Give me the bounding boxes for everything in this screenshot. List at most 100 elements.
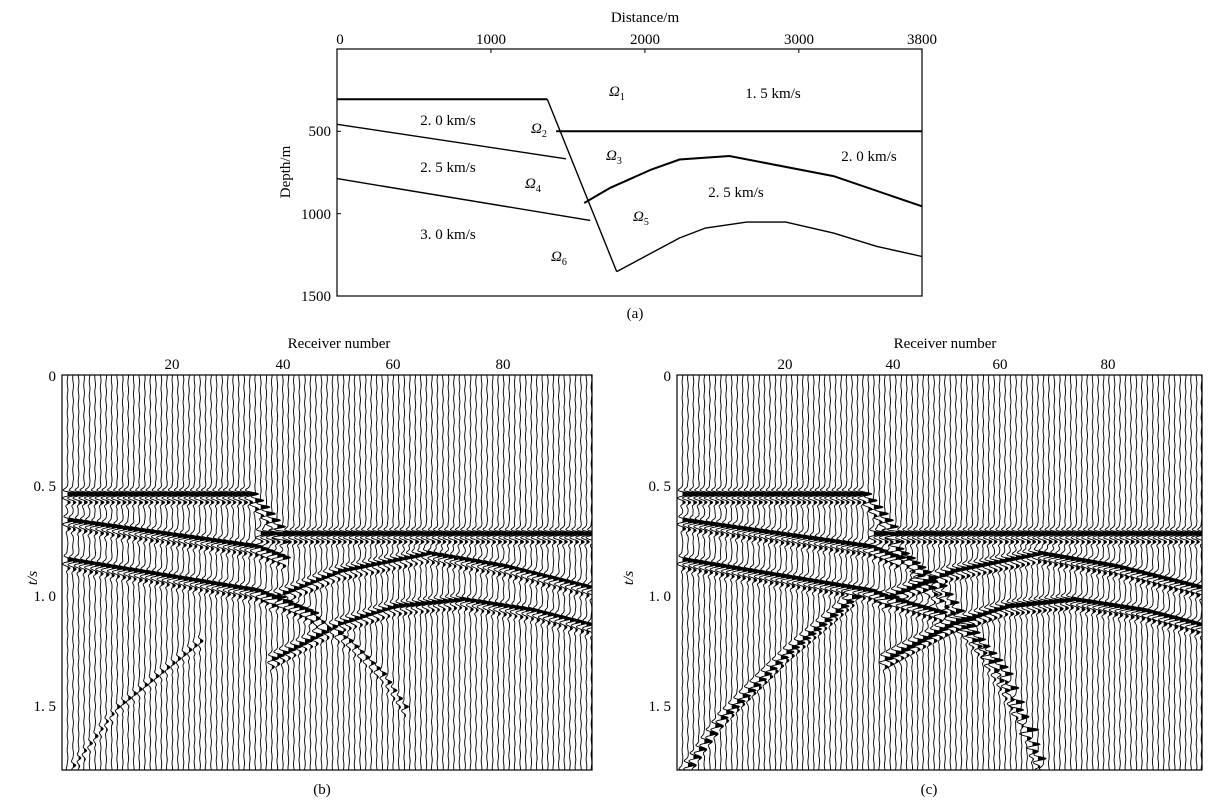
- y-tick-label: 1. 5: [649, 699, 672, 715]
- trace-wiggle: [232, 375, 249, 770]
- seismic-trace: [1059, 375, 1076, 770]
- trace-wiggle: [210, 375, 227, 770]
- seismic-trace: [1015, 375, 1032, 770]
- panel-caption-b: (b): [313, 782, 331, 798]
- seismic-section-b: Receiver number 20 40 60 80 0 0. 5 1. 0 …: [25, 336, 593, 798]
- trace-wiggle: [884, 375, 911, 770]
- trace-wiggle: [1168, 375, 1185, 770]
- seismic-trace: [105, 375, 122, 770]
- trace-positive-fill: [841, 375, 850, 770]
- trace-wiggle: [1157, 375, 1174, 770]
- seismic-trace: [447, 375, 464, 770]
- trace-wiggle: [498, 375, 514, 770]
- trace-positive-fill: [205, 375, 214, 770]
- trace-wiggle: [536, 375, 552, 770]
- trace-positive-fill: [271, 375, 287, 770]
- trace-wiggle: [227, 375, 243, 770]
- trace-wiggle: [133, 375, 149, 770]
- x-tick-label: 1000: [476, 32, 506, 48]
- trace-wiggle: [703, 375, 720, 770]
- seismic-trace: [1069, 375, 1087, 770]
- seismic-trace: [83, 375, 100, 770]
- trace-positive-fill: [1059, 375, 1069, 770]
- seismic-trace: [980, 375, 998, 770]
- trace-positive-fill: [709, 375, 719, 770]
- seismic-trace: [315, 375, 332, 770]
- seismic-trace: [304, 375, 320, 770]
- trace-wiggle: [1152, 375, 1169, 770]
- trace-wiggle: [802, 375, 819, 770]
- trace-wiggle: [409, 375, 425, 770]
- seismic-trace: [949, 375, 977, 770]
- seismic-trace: [894, 375, 911, 770]
- y-tick-label: 0: [664, 369, 672, 385]
- trace-positive-fill: [144, 375, 154, 770]
- trace-wiggle: [166, 375, 183, 770]
- seismic-trace: [481, 375, 497, 770]
- trace-wiggle: [503, 375, 520, 770]
- trace-positive-fill: [983, 375, 993, 770]
- trace-wiggle: [873, 375, 890, 770]
- trace-positive-fill: [393, 375, 402, 770]
- trace-wiggle: [1004, 375, 1021, 770]
- y-tick-label: 1. 5: [34, 699, 57, 715]
- velocity-label: 1. 5 km/s: [745, 86, 801, 102]
- trace-wiggle: [965, 375, 983, 770]
- trace-positive-fill: [1174, 375, 1184, 770]
- seismic-trace: [262, 375, 287, 770]
- trace-positive-fill: [89, 375, 99, 770]
- trace-wiggle: [552, 375, 568, 770]
- seismic-trace: [166, 375, 183, 770]
- seismic-trace: [442, 375, 459, 770]
- seismic-trace: [342, 375, 359, 770]
- seismic-trace: [188, 375, 205, 770]
- trace-positive-fill: [360, 375, 369, 770]
- trace-wiggle: [387, 375, 403, 770]
- seismic-trace: [78, 375, 94, 770]
- trace-positive-fill: [172, 375, 182, 770]
- seismic-trace: [470, 375, 486, 770]
- seismic-trace: [824, 375, 840, 770]
- seismic-trace: [835, 375, 851, 770]
- trace-positive-fill: [1163, 375, 1173, 770]
- seismic-trace: [874, 375, 900, 770]
- seismic-trace: [857, 375, 873, 770]
- seismic-trace: [1064, 375, 1081, 770]
- trace-wiggle: [1059, 375, 1076, 770]
- seismic-trace: [94, 375, 110, 770]
- region-label-omega2: Ω2: [531, 121, 547, 140]
- velocity-label: 2. 0 km/s: [841, 149, 897, 165]
- seismic-trace: [1113, 375, 1130, 770]
- trace-positive-fill: [988, 375, 998, 770]
- seismic-trace: [254, 375, 271, 770]
- trace-wiggle: [957, 375, 979, 770]
- seismic-trace: [988, 375, 1005, 770]
- seismic-trace: [900, 375, 917, 770]
- trace-wiggle: [736, 375, 753, 770]
- trace-wiggle: [1179, 375, 1196, 770]
- trace-wiggle: [193, 375, 210, 770]
- x-tick-label: 0: [336, 32, 344, 48]
- seismic-trace: [703, 375, 720, 770]
- trace-positive-fill: [431, 375, 441, 770]
- seismic-trace: [780, 375, 797, 770]
- layer-boundary-fault: [546, 98, 618, 272]
- trace-wiggle: [364, 375, 381, 770]
- trace-wiggle: [547, 375, 563, 770]
- seismic-trace: [287, 375, 303, 770]
- trace-wiggle: [709, 375, 725, 770]
- trace-wiggle: [267, 375, 288, 770]
- seismic-trace: [867, 375, 884, 770]
- trace-wiggle: [971, 375, 989, 770]
- trace-positive-fill: [255, 375, 264, 770]
- seismic-trace: [558, 375, 574, 770]
- trace-wiggle: [431, 375, 447, 770]
- y-axis-title: Depth/m: [278, 145, 294, 198]
- seismic-trace: [720, 375, 737, 770]
- seismic-trace: [453, 375, 469, 770]
- seismic-trace: [88, 375, 105, 770]
- x-tick-label: 60: [993, 357, 1008, 373]
- seismic-trace: [110, 375, 127, 770]
- trace-wiggle: [149, 375, 166, 770]
- y-tick-label: 500: [309, 124, 332, 140]
